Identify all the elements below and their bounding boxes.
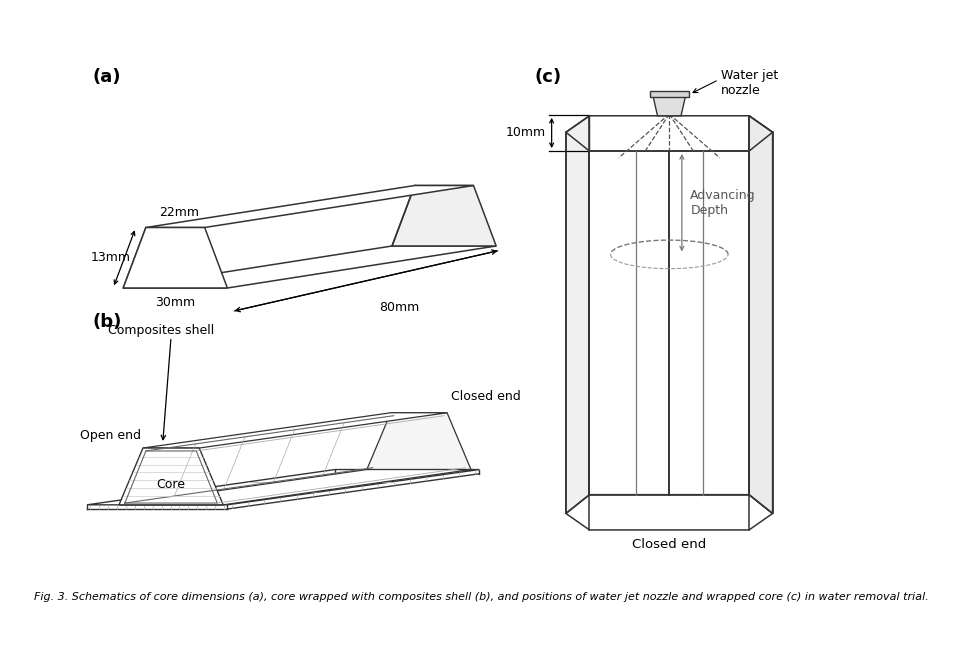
Polygon shape <box>566 115 589 513</box>
Text: Core: Core <box>157 478 186 491</box>
Bar <box>650 92 689 97</box>
Polygon shape <box>669 151 749 494</box>
Text: (c): (c) <box>534 68 562 86</box>
Text: 22mm: 22mm <box>159 206 198 219</box>
Text: Water jet
nozzle: Water jet nozzle <box>721 69 779 97</box>
Polygon shape <box>392 185 496 246</box>
Text: Open end: Open end <box>80 428 142 442</box>
Text: Fig. 3. Schematics of core dimensions (a), core wrapped with composites shell (b: Fig. 3. Schematics of core dimensions (a… <box>34 592 929 602</box>
Polygon shape <box>749 115 772 513</box>
Text: Closed end: Closed end <box>632 539 707 551</box>
Polygon shape <box>123 228 227 288</box>
Text: 13mm: 13mm <box>91 251 131 264</box>
Polygon shape <box>145 185 474 228</box>
Text: 10mm: 10mm <box>506 127 546 139</box>
Text: Advancing
Depth: Advancing Depth <box>690 189 756 216</box>
Polygon shape <box>653 97 686 116</box>
Polygon shape <box>87 469 480 505</box>
Polygon shape <box>123 246 496 288</box>
Polygon shape <box>589 151 669 494</box>
Text: (b): (b) <box>92 314 121 331</box>
Polygon shape <box>119 469 471 505</box>
Polygon shape <box>367 412 471 469</box>
Text: 30mm: 30mm <box>155 296 195 310</box>
Text: 80mm: 80mm <box>379 300 420 314</box>
Polygon shape <box>119 448 223 505</box>
Polygon shape <box>749 115 772 513</box>
Text: Composites shell: Composites shell <box>108 323 214 337</box>
Text: Closed end: Closed end <box>452 389 521 403</box>
Polygon shape <box>143 412 447 448</box>
Text: (a): (a) <box>92 68 120 86</box>
